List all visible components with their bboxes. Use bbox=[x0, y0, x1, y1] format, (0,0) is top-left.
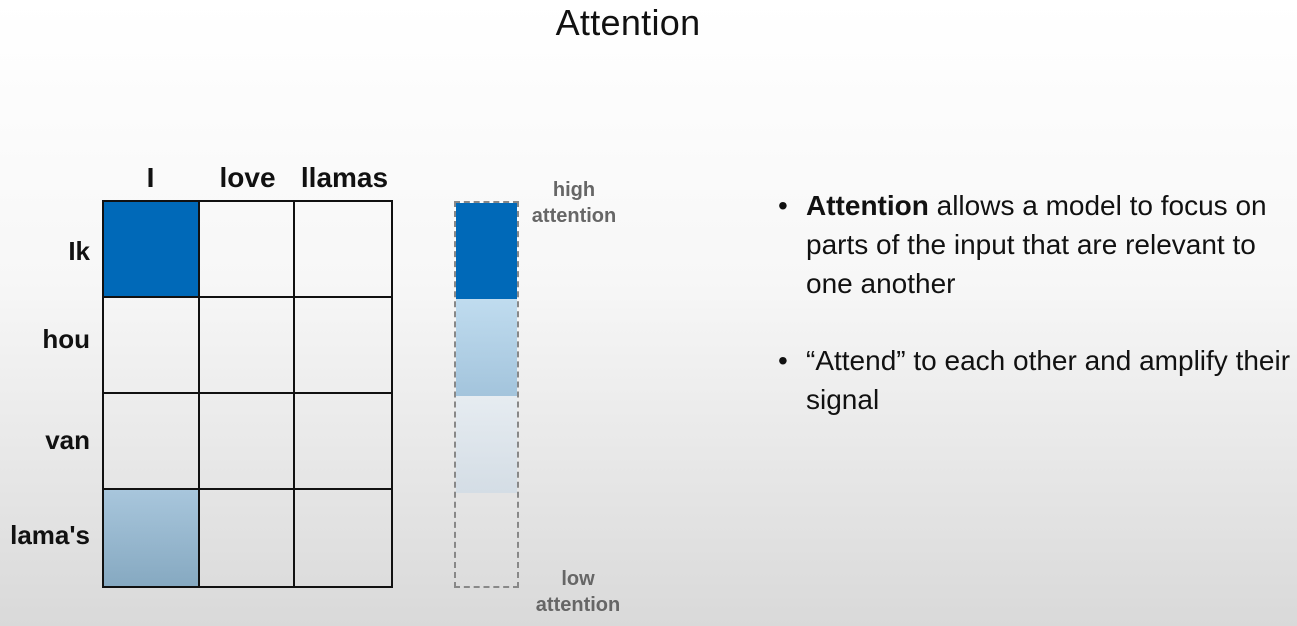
scale-label-high: high attention bbox=[514, 177, 634, 229]
bullet-dot-icon: • bbox=[778, 190, 788, 221]
scale-segment-high bbox=[456, 203, 517, 299]
bullet-item: • Attention allows a model to focus on p… bbox=[778, 186, 1297, 303]
matrix-cell-van-llamas bbox=[295, 394, 391, 490]
scale-label-low-line2: attention bbox=[535, 594, 621, 616]
scale-label-low: low attention bbox=[518, 566, 638, 618]
matrix-cell-lamas-love bbox=[200, 490, 296, 586]
matrix-cell-hou-llamas bbox=[295, 298, 391, 394]
matrix-cell-hou-love bbox=[199, 298, 296, 394]
matrix-column-label-i: I bbox=[146, 162, 155, 193]
matrix-cell-ik-i bbox=[104, 202, 200, 298]
bullet-list: • Attention allows a model to focus on p… bbox=[778, 186, 1297, 457]
scale-label-low-line1: low bbox=[561, 568, 595, 590]
bullet-text: “Attend” to each other and amplify their… bbox=[806, 345, 1291, 415]
matrix-cell-hou-i bbox=[104, 298, 200, 394]
matrix-cell-ik-llamas bbox=[295, 202, 391, 298]
scale-segment-low-medium bbox=[456, 396, 517, 493]
matrix-row-label-hou: hou bbox=[42, 324, 90, 354]
slide-title: Attention bbox=[555, 2, 701, 43]
scale-segment-medium bbox=[456, 299, 517, 396]
matrix-row-label-van: van bbox=[45, 425, 90, 455]
matrix-column-label-llamas: llamas bbox=[300, 162, 389, 193]
matrix-cell-van-love bbox=[199, 394, 296, 490]
scale-label-high-line2: attention bbox=[531, 205, 617, 227]
scale-label-high-line1: high bbox=[552, 179, 596, 201]
attention-scale-bar bbox=[454, 201, 519, 588]
bullet-text: allows a model to focus on parts of the … bbox=[806, 190, 1267, 299]
bullet-item: • “Attend” to each other and amplify the… bbox=[778, 341, 1297, 419]
matrix-column-label-love: love bbox=[219, 162, 276, 193]
matrix-cell-lamas-i bbox=[104, 490, 200, 586]
attention-matrix bbox=[102, 200, 393, 588]
matrix-cell-ik-love bbox=[199, 202, 296, 298]
bullet-bold-text: Attention bbox=[806, 190, 929, 221]
matrix-row-label-ik: Ik bbox=[68, 236, 90, 266]
matrix-row-label-lamas: lama's bbox=[10, 520, 90, 550]
matrix-cell-lamas-llamas bbox=[295, 490, 391, 586]
bullet-dot-icon: • bbox=[778, 345, 788, 376]
matrix-cell-van-i bbox=[104, 394, 200, 490]
